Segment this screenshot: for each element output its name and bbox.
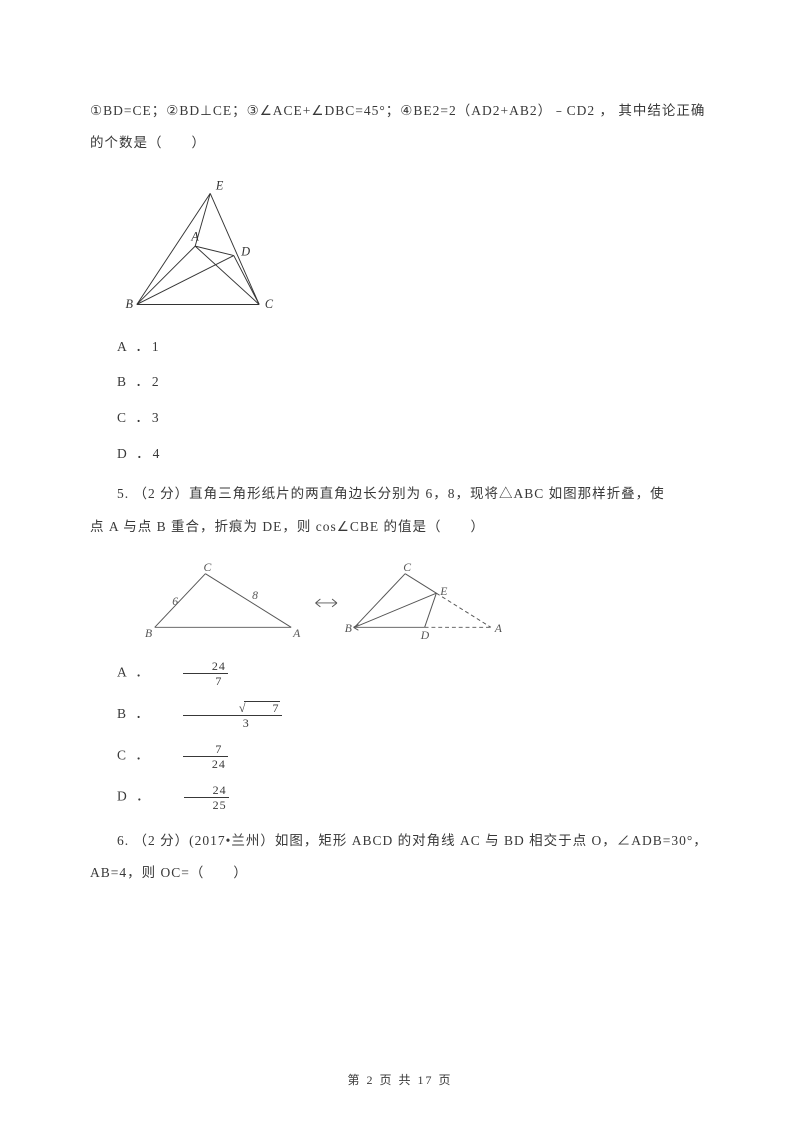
q5-d-num: 24 (184, 784, 229, 798)
q5-option-d: D ．2425 (90, 784, 710, 811)
q5-a-den: 7 (183, 674, 228, 687)
q5-b-den: 3 (183, 716, 283, 729)
q4-option-b: B ．2 (90, 371, 710, 393)
svg-text:B: B (126, 297, 134, 311)
svg-text:D: D (240, 244, 250, 258)
q5-c-den: 24 (183, 757, 228, 770)
svg-text:E: E (215, 178, 224, 192)
q5-d-den: 25 (184, 798, 229, 811)
q4-stem-line1: ①BD=CE；②BD⊥CE；③∠ACE+∠DBC=45°；④BE2=2（AD2+… (90, 95, 710, 127)
q5-b-num: 7 (244, 701, 280, 714)
svg-text:C: C (203, 561, 211, 574)
q5-stem-line2: 点 A 与点 B 重合，折痕为 DE，则 cos∠CBE 的值是（ ） (90, 511, 710, 543)
page-footer: 第 2 页 共 17 页 (0, 1071, 800, 1088)
svg-text:8: 8 (252, 589, 258, 602)
svg-text:A: A (292, 627, 301, 640)
svg-text:E: E (439, 585, 447, 598)
q4-option-a: A ．1 (90, 336, 710, 358)
svg-text:A: A (494, 622, 503, 635)
q4-option-d-text: 4 (153, 446, 161, 461)
q4-option-b-text: 2 (152, 374, 160, 389)
svg-text:B: B (345, 622, 352, 635)
page-container: ①BD=CE；②BD⊥CE；③∠ACE+∠DBC=45°；④BE2=2（AD2+… (0, 0, 800, 1132)
svg-text:D: D (420, 629, 430, 641)
svg-text:B: B (145, 627, 152, 640)
q4-option-a-text: 1 (152, 339, 160, 354)
q4-option-d: D ．4 (90, 443, 710, 465)
svg-text:C: C (265, 297, 274, 311)
svg-text:6: 6 (172, 595, 178, 608)
q5-c-num: 7 (183, 743, 228, 757)
q5-option-b: B ．73 (90, 701, 710, 729)
q5-figure: B A C 6 8 B A C D E (145, 561, 710, 646)
q5-a-num: 24 (183, 660, 228, 674)
q4-option-c: C ．3 (90, 407, 710, 429)
q5-stem-line1: 5. （2 分）直角三角形纸片的两直角边长分别为 6，8，现将△ABC 如图那样… (90, 478, 710, 510)
svg-text:C: C (403, 561, 411, 574)
q5-option-a: A ．247 (90, 660, 710, 687)
svg-text:A: A (190, 229, 199, 243)
q4-stem-line2: 的个数是（ ） (90, 127, 710, 159)
q4-option-c-text: 3 (152, 410, 160, 425)
q6-stem-line2: AB=4，则 OC=（ ） (90, 857, 710, 889)
q6-stem-line1: 6. （2 分）(2017•兰州）如图，矩形 ABCD 的对角线 AC 与 BD… (90, 825, 710, 857)
q4-figure: B C A D E (118, 178, 710, 318)
q5-option-c: C ．724 (90, 743, 710, 770)
